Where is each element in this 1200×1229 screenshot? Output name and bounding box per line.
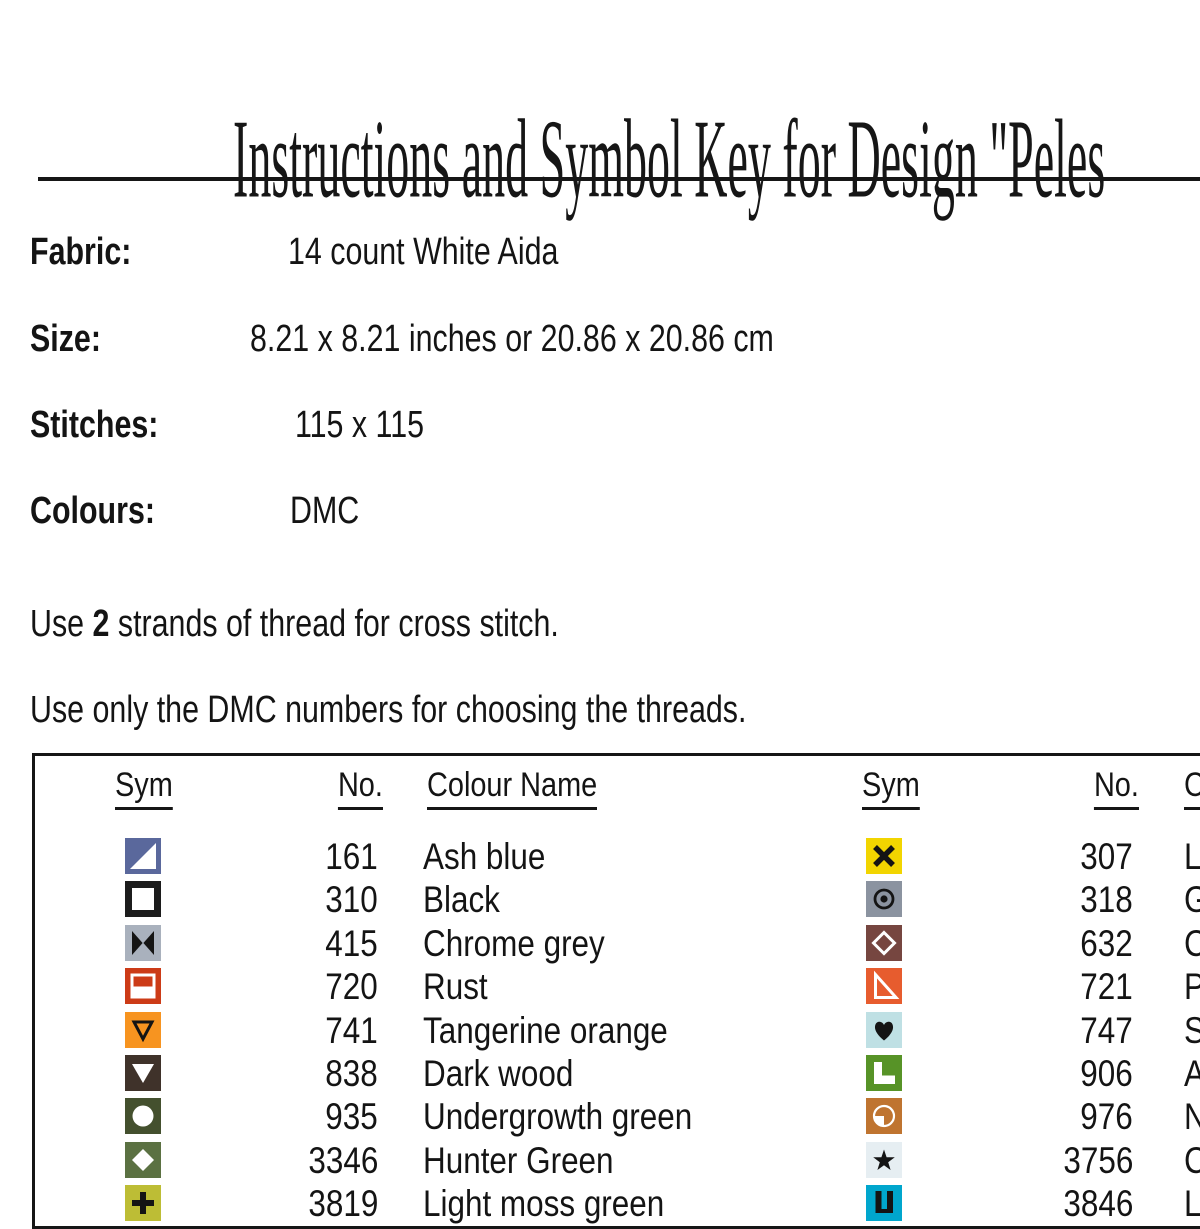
colours-value: DMC (290, 490, 360, 532)
square-outline-icon (125, 881, 161, 918)
table-row: 3346 Hunter Green 3756 C (35, 1139, 1200, 1182)
page-title: Instructions and Symbol Key for Design "… (233, 96, 1106, 222)
header-sym-right: Sym (862, 766, 920, 810)
diamond-outline-icon (866, 924, 902, 961)
size-value: 8.21 x 8.21 inches or 20.86 x 20.86 cm (250, 318, 774, 360)
dmc-number: 310 (325, 879, 378, 921)
dmc-number: 161 (325, 836, 378, 877)
size-row: Size: 8.21 x 8.21 inches or 20.86 x 20.8… (0, 317, 1200, 363)
dmc-number: 415 (325, 922, 378, 964)
colour-name: Hunter Green (423, 1139, 614, 1181)
strands-note-suffix: strands of thread for cross stitch. (109, 603, 559, 645)
table-row: 161 Ash blue 307 L (35, 835, 1200, 878)
dmc-number: 906 (1080, 1052, 1133, 1094)
heart-icon (866, 1011, 902, 1048)
l-shape-white-icon (866, 1054, 902, 1091)
stitches-label: Stitches: (30, 404, 159, 446)
table-row: 415 Chrome grey 632 C (35, 922, 1200, 965)
colour-name: C (1184, 1139, 1200, 1182)
table-row: 935 Undergrowth green 976 N (35, 1095, 1200, 1138)
colour-name: Undergrowth green (423, 1096, 693, 1138)
fabric-label: Fabric: (30, 231, 132, 273)
bowtie-icon (125, 924, 161, 961)
header-colour-name-left: Colour Name (427, 766, 598, 810)
dmc-number: 632 (1080, 922, 1133, 964)
plus-icon (125, 1185, 161, 1222)
triangle-down-outline-icon (125, 1011, 161, 1048)
instructions-page: { "title": "Instructions and Symbol Key … (0, 96, 1200, 1229)
colour-name: P (1184, 965, 1200, 1008)
fabric-row: Fabric: 14 count White Aida (0, 230, 1200, 276)
colour-name: L (1184, 836, 1200, 877)
circled-dot-icon (866, 881, 902, 918)
colour-name: S (1184, 1009, 1200, 1052)
dmc-number: 3819 (308, 1183, 378, 1225)
table-row: 720 Rust 721 P (35, 965, 1200, 1008)
table-row: 838 Dark wood 906 A (35, 1052, 1200, 1095)
dmc-number: 318 (1080, 879, 1133, 921)
dmc-number: 838 (325, 1052, 378, 1094)
triangle-lower-right-white-icon (125, 838, 161, 874)
dmc-number: 3846 (1063, 1183, 1133, 1225)
table-row: 741 Tangerine orange 747 S (35, 1009, 1200, 1052)
title-divider (38, 177, 1200, 181)
dmc-number: 721 (1080, 966, 1133, 1008)
star-icon (866, 1141, 902, 1178)
colour-name: Chrome grey (423, 922, 605, 964)
colour-name: Black (423, 879, 500, 921)
size-label: Size: (30, 318, 101, 360)
dmc-note: Use only the DMC numbers for choosing th… (30, 689, 747, 731)
key-table-header: Sym No. Colour Name Sym No. C (35, 756, 1200, 835)
strands-count: 2 (92, 603, 110, 645)
colour-name: C (1184, 922, 1200, 965)
table-row: 3819 Light moss green 3846 L (35, 1182, 1200, 1225)
circle-quarter-icon (866, 1098, 902, 1135)
diamond-white-icon (125, 1141, 161, 1178)
colour-name: A (1184, 1052, 1200, 1095)
fabric-value: 14 count White Aida (288, 231, 559, 273)
colour-name: N (1184, 1095, 1200, 1138)
circle-white-icon (125, 1098, 161, 1135)
u-shape-icon (866, 1185, 902, 1222)
strands-note-prefix: Use (30, 603, 93, 645)
colour-name: Rust (423, 966, 488, 1008)
colours-label: Colours: (30, 490, 155, 532)
colour-name: L (1184, 1183, 1200, 1225)
header-no-left: No. (338, 766, 383, 810)
colour-name: G (1184, 878, 1200, 921)
colour-name: Ash blue (423, 836, 546, 877)
colours-row: Colours: DMC (0, 489, 1200, 535)
dmc-number: 976 (1080, 1096, 1133, 1138)
stitches-value: 115 x 115 (295, 404, 425, 446)
dmc-number: 307 (1080, 836, 1133, 877)
header-colour-name-right: C (1184, 766, 1200, 810)
colour-name: Light moss green (423, 1183, 665, 1225)
half-filled-square-icon (125, 968, 161, 1005)
cross-x-icon (866, 838, 902, 874)
dmc-number: 3756 (1063, 1139, 1133, 1181)
stitches-row: Stitches: 115 x 115 (0, 403, 1200, 449)
dmc-number: 720 (325, 966, 378, 1008)
table-row: 310 Black 318 G (35, 878, 1200, 921)
symbol-key-table: Sym No. Colour Name Sym No. C 161 Ash bl… (32, 753, 1200, 1229)
dmc-number: 3346 (308, 1139, 378, 1181)
dmc-number: 741 (325, 1009, 378, 1051)
colour-name: Tangerine orange (423, 1009, 668, 1051)
dmc-number: 935 (325, 1096, 378, 1138)
triangle-outline-lower-left-icon (866, 968, 902, 1005)
triangle-down-white-icon (125, 1054, 161, 1091)
strands-note: Use 2 strands of thread for cross stitch… (30, 602, 691, 646)
header-no-right: No. (1094, 766, 1139, 810)
colour-name: Dark wood (423, 1052, 574, 1094)
header-sym-left: Sym (115, 766, 173, 810)
dmc-number: 747 (1080, 1009, 1133, 1051)
